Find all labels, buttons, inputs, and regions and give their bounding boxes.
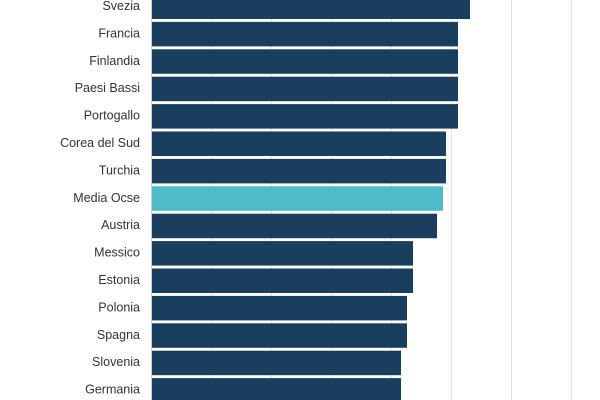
category-label: Messico xyxy=(94,246,140,260)
category-label-layer: Svezia Francia Finlandia Paesi Bassi Portoga… xyxy=(60,0,140,397)
category-label: Turchia xyxy=(99,163,140,177)
category-label: Francia xyxy=(98,26,140,40)
bar xyxy=(152,158,446,184)
bar xyxy=(152,76,458,102)
bar xyxy=(152,131,446,156)
bar xyxy=(152,104,458,129)
bar xyxy=(152,0,470,19)
bar xyxy=(152,295,407,321)
category-label: Polonia xyxy=(98,300,140,314)
category-label: Estonia xyxy=(98,273,140,287)
category-label: Austria xyxy=(101,218,140,232)
bar xyxy=(152,21,458,47)
category-label: Germania xyxy=(85,383,140,397)
bar-highlight xyxy=(152,186,443,211)
bar xyxy=(152,350,401,376)
bar xyxy=(152,49,458,74)
category-label: Corea del Sud xyxy=(60,136,140,150)
bar xyxy=(152,268,413,293)
bar-layer xyxy=(152,0,470,400)
category-label: Slovenia xyxy=(92,355,140,369)
category-label: Svezia xyxy=(102,0,140,13)
bar xyxy=(152,378,401,400)
category-label: Portogallo xyxy=(84,109,140,123)
category-label: Paesi Bassi xyxy=(75,81,140,95)
category-label: Finlandia xyxy=(89,54,140,68)
category-label: Spagna xyxy=(97,328,140,342)
bar xyxy=(152,241,413,266)
bar xyxy=(152,213,437,239)
category-label: Media Ocse xyxy=(73,191,140,205)
bar xyxy=(152,323,407,348)
